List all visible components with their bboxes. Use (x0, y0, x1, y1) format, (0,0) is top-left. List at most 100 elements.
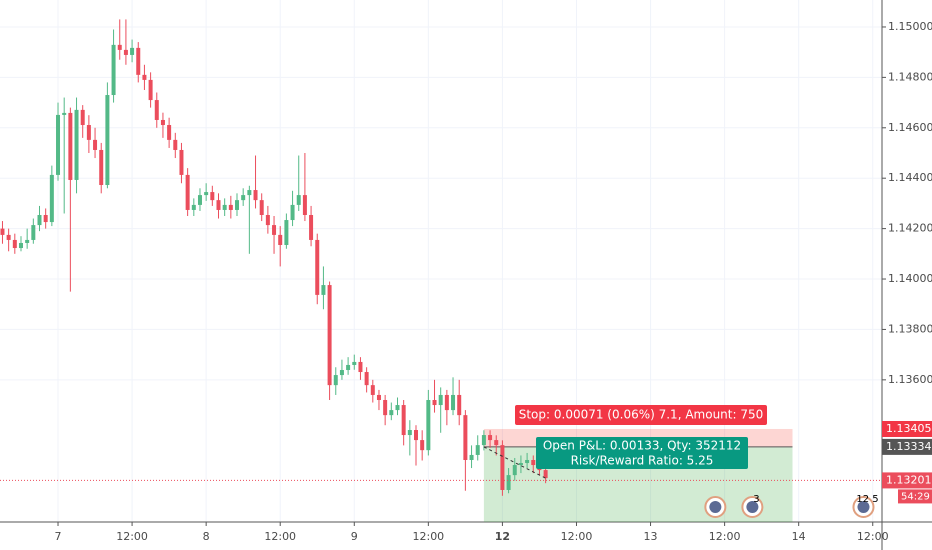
candle-body (105, 95, 110, 186)
candle-body (210, 192, 215, 201)
candle-body (111, 44, 116, 96)
candle-body (500, 445, 505, 490)
candle-body (49, 174, 54, 223)
entry-price-box (882, 438, 932, 455)
stop-price-label: 1.13405 (886, 422, 932, 435)
candle-body (352, 361, 357, 365)
x-tick-label: 8 (203, 530, 210, 543)
candle-body (512, 465, 517, 476)
y-tick-label: 1.13800 (888, 322, 932, 335)
candle-body (302, 195, 307, 216)
candle-body (235, 200, 240, 210)
candle-body (432, 400, 437, 406)
candle-body (18, 242, 23, 249)
entry-price-label: 1.13334 (886, 440, 932, 453)
candle-body (525, 459, 530, 464)
x-tick-label: 12:00 (709, 530, 741, 543)
y-tick-label: 1.15000 (888, 20, 932, 33)
x-tick-label: 9 (351, 530, 358, 543)
y-tick-label: 1.14000 (888, 272, 932, 285)
candle-body (475, 445, 480, 455)
candle-body (481, 435, 486, 446)
candle-body (290, 204, 295, 221)
pnl-label-box (536, 437, 748, 469)
event-icon-inner (857, 501, 870, 513)
candle-body (142, 74, 147, 80)
candle-body (25, 239, 30, 243)
candle-body (463, 415, 468, 460)
candle-body (160, 119, 165, 126)
candle-body (469, 454, 474, 460)
candle-body (284, 220, 289, 245)
candle-body (0, 228, 5, 235)
candle-body (167, 125, 172, 140)
candle-body (488, 435, 493, 441)
candle-body (123, 49, 128, 55)
candle-body (247, 190, 252, 196)
candle-body (457, 394, 462, 416)
candle-body (420, 440, 425, 451)
x-tick-label: 7 (55, 530, 62, 543)
candle-body (222, 204, 227, 210)
stop-price-box (882, 420, 932, 437)
candle-body (154, 100, 159, 120)
y-tick-label: 1.14800 (888, 70, 932, 83)
candle-body (414, 430, 419, 441)
stop-label-box (515, 405, 767, 425)
candle-body (395, 405, 400, 411)
event-icon-inner (746, 501, 759, 513)
candle-body (321, 285, 326, 295)
candle-body (74, 109, 79, 180)
x-tick-label: 12:00 (857, 530, 889, 543)
candle-body (136, 47, 141, 75)
candle-body (265, 215, 270, 226)
candle-body (130, 47, 135, 55)
candle-body (327, 285, 332, 386)
candle-body (364, 372, 369, 386)
candle-body (12, 239, 17, 249)
candle-body (56, 114, 61, 175)
candle-body (241, 195, 246, 201)
pnl-label: Open P&L: 0.00133, Qty: 352112 (543, 439, 741, 453)
candle-body (451, 394, 456, 411)
last-price-label: 1.13201 (886, 473, 932, 486)
candle-body (309, 215, 314, 240)
event-count: 3 (753, 494, 759, 505)
candle-body (358, 361, 363, 373)
countdown-box (898, 489, 932, 504)
y-tick-label: 1.14600 (888, 121, 932, 134)
y-tick-label: 1.14400 (888, 171, 932, 184)
candle-body (62, 112, 67, 115)
candle-body (191, 204, 196, 210)
candle-body (401, 405, 406, 436)
candle-body (173, 139, 178, 150)
rr-label: Risk/Reward Ratio: 5.25 (571, 454, 714, 468)
candle-body (272, 225, 277, 235)
candle-body (93, 139, 98, 150)
candle-body (506, 475, 511, 490)
candle-body (6, 234, 11, 240)
candle-body (426, 400, 431, 451)
y-tick-label: 1.13600 (888, 373, 932, 386)
candle-body (228, 204, 233, 210)
candle-body (339, 370, 344, 376)
event-icon-inner (709, 501, 722, 513)
x-tick-label: 12:00 (264, 530, 296, 543)
x-tick-label: 12:00 (561, 530, 593, 543)
candle-body (148, 79, 153, 101)
countdown-label: 54:29 (901, 491, 930, 502)
candle-body (518, 463, 523, 466)
x-tick-label: 12:00 (116, 530, 148, 543)
candle-body (80, 109, 85, 126)
candle-body (259, 200, 264, 216)
candle-body (531, 459, 536, 466)
candle-body (383, 400, 388, 416)
x-tick-label: 13 (644, 530, 658, 543)
candle-body (296, 195, 301, 205)
candle-body (37, 215, 42, 226)
candle-body (117, 44, 122, 50)
stop-label: Stop: 0.00071 (0.06%) 7.1, Amount: 750 (519, 408, 764, 422)
candle-body (43, 215, 48, 223)
candle-body (204, 192, 209, 196)
